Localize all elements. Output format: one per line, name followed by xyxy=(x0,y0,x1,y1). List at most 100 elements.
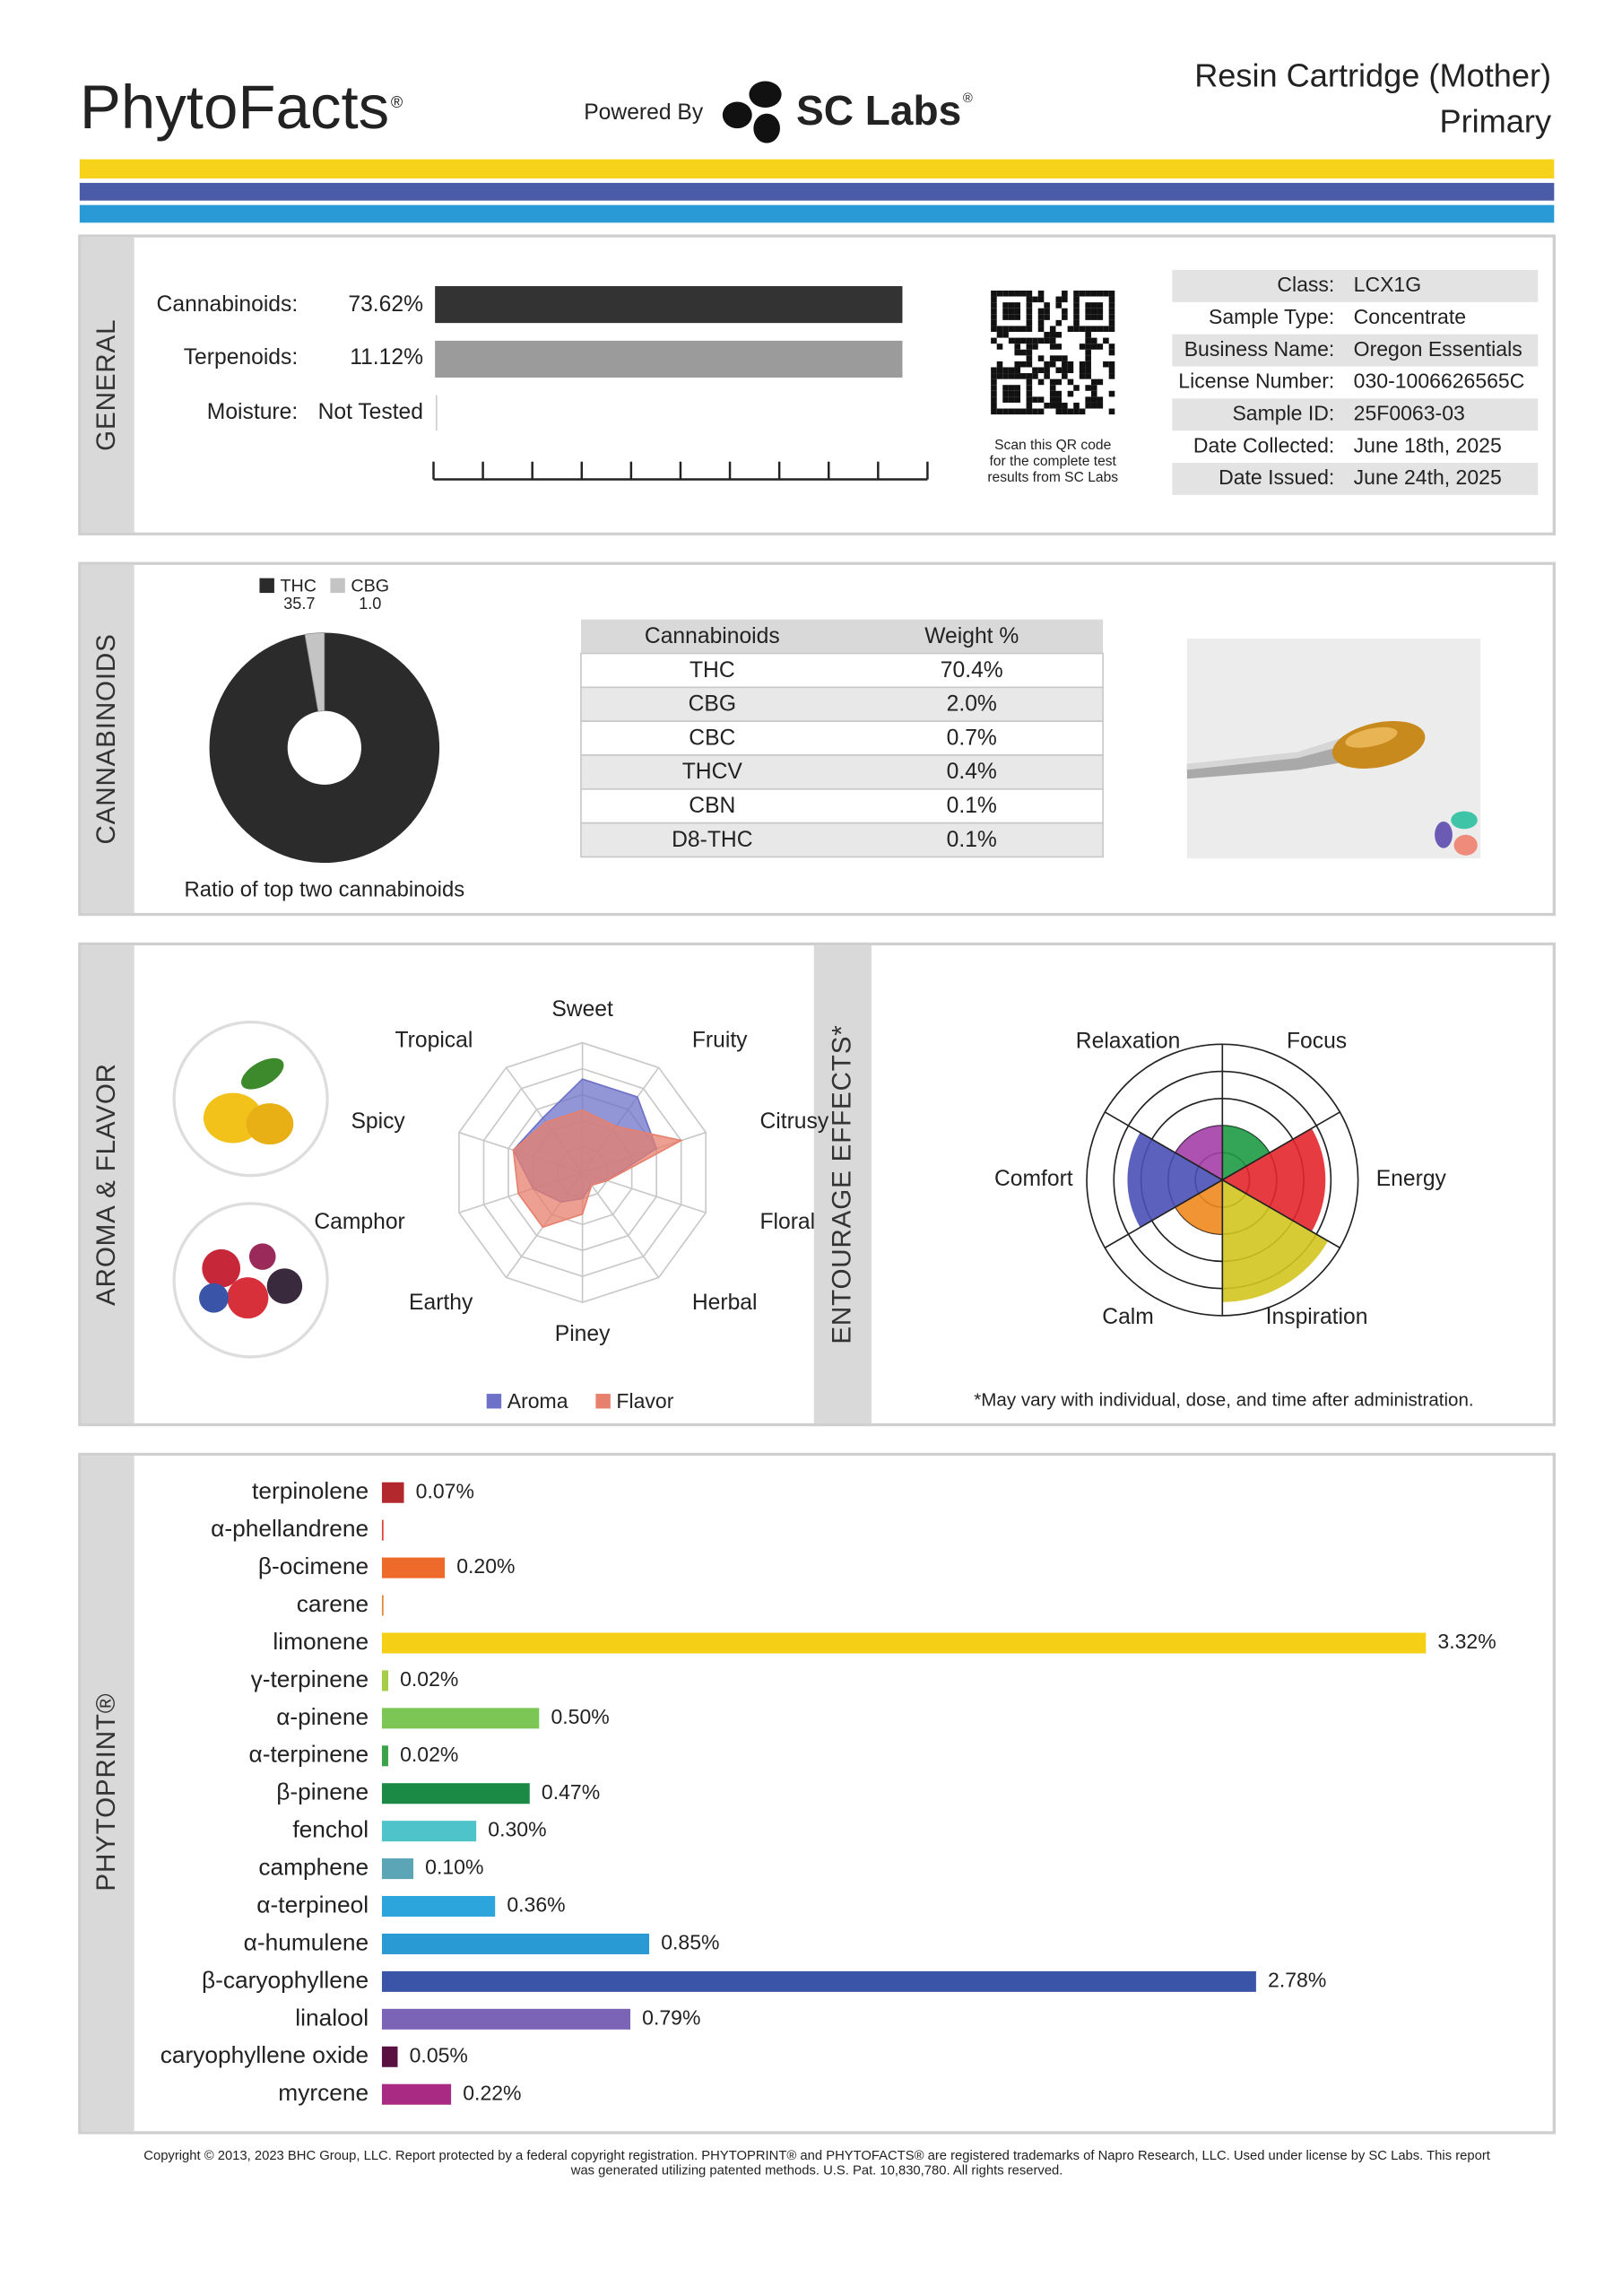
cannabinoid-table: Cannabinoids Weight % THC 70.4% CBG 2.0% CBC 0.… xyxy=(580,619,1104,858)
qr-module xyxy=(1026,373,1033,379)
effect-sector xyxy=(1222,1179,1329,1302)
qr-module xyxy=(1049,355,1056,361)
axis-label: Spicy xyxy=(351,1109,405,1134)
qr-module xyxy=(1026,402,1033,409)
info-label: Date Issued: xyxy=(1219,465,1334,489)
qr-module xyxy=(1002,290,1009,297)
qr-module xyxy=(1073,402,1080,409)
qr-module xyxy=(1085,396,1091,403)
qr-module xyxy=(1108,308,1115,315)
qr-module xyxy=(1044,308,1050,315)
table-row-bg xyxy=(580,652,1104,689)
qr-module xyxy=(1108,361,1115,368)
qr-module xyxy=(1008,308,1015,315)
pie-caption: Ratio of top two cannabinoids xyxy=(185,878,465,902)
effect-sector xyxy=(1222,1128,1326,1232)
section-label: ENTOURAGE EFFECTS* xyxy=(827,1024,856,1344)
qr-module xyxy=(1108,344,1115,350)
potency-bar xyxy=(435,340,903,378)
qr-module xyxy=(1097,402,1104,409)
qr-module xyxy=(1026,355,1033,361)
info-row-bg xyxy=(1172,269,1539,302)
qr-module xyxy=(1026,337,1033,344)
info-value: Concentrate xyxy=(1354,305,1466,328)
qr-module xyxy=(1014,349,1021,356)
qr-module xyxy=(1062,308,1068,315)
qr-module xyxy=(1002,302,1009,309)
qr-module xyxy=(1008,337,1015,344)
qr-module xyxy=(1014,390,1021,397)
stripe xyxy=(79,182,1555,201)
qr-module xyxy=(1049,337,1056,344)
table-cell: 70.4% xyxy=(941,658,1003,683)
qr-module xyxy=(996,373,1003,379)
qr-module xyxy=(1079,373,1086,379)
qr-module xyxy=(1085,332,1091,338)
stripe xyxy=(79,204,1555,223)
potency: Cannabinoids: 73.62% Terpenoids: 11.12% … xyxy=(157,292,424,424)
axis-label: Earthy xyxy=(409,1291,473,1315)
radar-chart: Sweet Fruity Citrusy Floral Herbal Piney Earth… xyxy=(314,997,828,1413)
spoke xyxy=(1221,1111,1340,1181)
qr-module xyxy=(1049,385,1056,391)
terpene-label: limonene xyxy=(273,1628,369,1655)
info-value: 030-1006626565C xyxy=(1354,370,1525,393)
bar xyxy=(381,1519,384,1541)
qr-module xyxy=(1008,408,1015,415)
legend-swatch xyxy=(259,578,274,594)
value-label: 0.79% xyxy=(642,2005,700,2029)
qr-module xyxy=(1085,385,1091,391)
qr-module xyxy=(1014,302,1021,309)
value-label: 0.20% xyxy=(456,1554,515,1578)
qr-module xyxy=(1014,314,1021,320)
info-row-bg xyxy=(1172,398,1539,431)
qr-module xyxy=(1090,308,1097,315)
qr-module xyxy=(1073,326,1080,333)
effect-sector xyxy=(1175,1126,1223,1180)
qr-module xyxy=(1037,314,1045,320)
qr-module xyxy=(1055,367,1063,374)
stripe xyxy=(79,159,1555,178)
qr-module xyxy=(1097,302,1104,309)
qr-module xyxy=(1008,396,1015,403)
product-grade: Primary xyxy=(1439,103,1551,140)
qr-module xyxy=(1073,408,1080,415)
qr-module xyxy=(1079,361,1086,368)
qr-module xyxy=(1055,402,1063,409)
qr-module xyxy=(1108,302,1115,309)
qr-module xyxy=(1055,355,1063,361)
terpene-label: α-phellandrene xyxy=(211,1515,369,1542)
terpene-label: terpinolene xyxy=(252,1477,369,1504)
qr-module xyxy=(1085,373,1091,379)
qr-module xyxy=(1085,314,1091,320)
polar-area-chart: Focus Energy Inspiration Calm Comfort Relaxat… xyxy=(994,1029,1447,1329)
qr-module xyxy=(1049,326,1056,333)
qr-module xyxy=(1079,290,1086,297)
section-label: CANNABINOIDS xyxy=(91,633,121,844)
qr-module xyxy=(991,302,997,309)
qr-module xyxy=(1103,326,1109,333)
table-cell: D8-THC xyxy=(672,828,752,852)
terpene-label: γ-terpinene xyxy=(251,1665,369,1692)
qr-module xyxy=(996,332,1003,338)
qr-module xyxy=(1090,402,1097,409)
qr-module xyxy=(1044,361,1050,368)
qr-module xyxy=(1055,396,1063,403)
spoke xyxy=(1104,1178,1223,1248)
qr-module xyxy=(1014,308,1021,315)
value-label: 0.50% xyxy=(551,1705,609,1728)
qr-module xyxy=(1014,367,1021,374)
section-label: PHYTOPRINT® xyxy=(91,1693,121,1892)
qr-module xyxy=(1008,290,1015,297)
sample-info: Class: LCX1G Sample Type: Concentrate Busine… xyxy=(1172,269,1539,495)
qr-module xyxy=(1090,396,1097,403)
qr-module xyxy=(1073,308,1080,315)
qr-module xyxy=(1026,302,1033,309)
qr-module xyxy=(1026,396,1033,403)
effect-label: Inspiration xyxy=(1266,1305,1368,1329)
terpene-label: myrcene xyxy=(278,2079,369,2106)
qr-module xyxy=(1032,296,1038,303)
qr-module xyxy=(1055,408,1063,415)
value-label: 0.36% xyxy=(507,1893,565,1917)
